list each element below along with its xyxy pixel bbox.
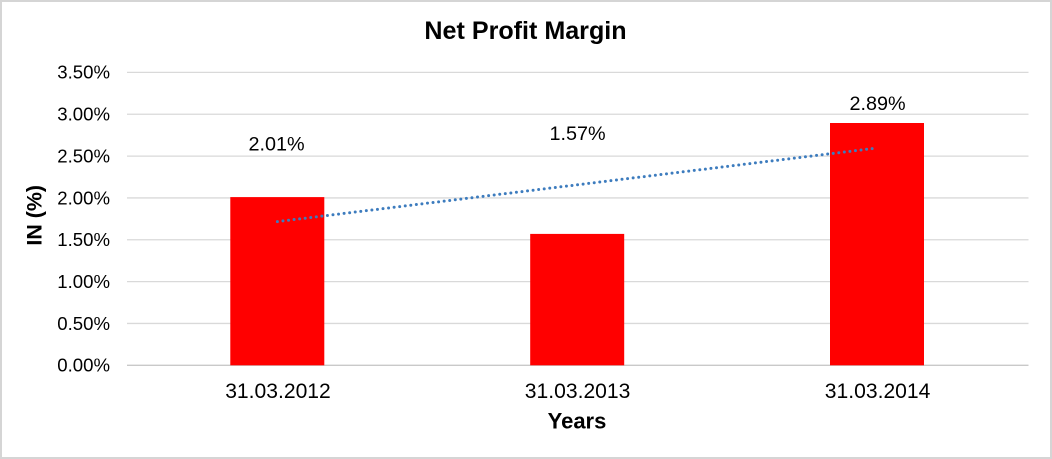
svg-text:31.03.2012: 31.03.2012 — [225, 380, 331, 403]
svg-text:0.50%: 0.50% — [57, 313, 110, 334]
svg-text:31.03.2014: 31.03.2014 — [825, 380, 931, 403]
svg-text:3.50%: 3.50% — [57, 62, 110, 83]
svg-text:2.50%: 2.50% — [57, 145, 110, 166]
svg-text:0.00%: 0.00% — [57, 355, 110, 376]
svg-text:Years: Years — [548, 409, 607, 434]
svg-text:1.57%: 1.57% — [550, 123, 606, 145]
svg-text:31.03.2013: 31.03.2013 — [525, 380, 631, 403]
svg-text:Net Profit Margin: Net Profit Margin — [424, 17, 626, 45]
svg-text:2.00%: 2.00% — [57, 187, 110, 208]
svg-text:IN (%): IN (%) — [23, 185, 47, 246]
svg-text:3.00%: 3.00% — [57, 104, 110, 125]
svg-text:2.01%: 2.01% — [248, 133, 304, 155]
svg-text:1.50%: 1.50% — [57, 229, 110, 250]
svg-text:2.89%: 2.89% — [850, 93, 906, 115]
svg-text:1.00%: 1.00% — [57, 271, 110, 292]
